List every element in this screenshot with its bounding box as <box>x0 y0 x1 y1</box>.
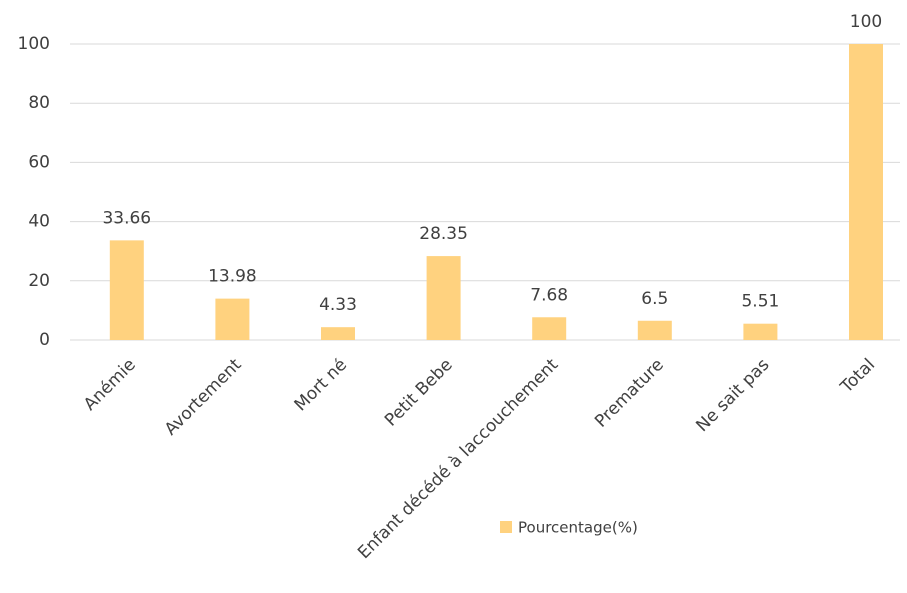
x-tick-label: Total <box>836 355 879 398</box>
data-label: 6.5 <box>641 289 668 309</box>
y-tick-label: 100 <box>18 34 50 54</box>
data-label: 5.51 <box>741 292 779 312</box>
bar <box>849 44 883 340</box>
y-tick-label: 0 <box>39 330 50 350</box>
bar <box>743 323 778 340</box>
x-tick-label: Petit Bebe <box>381 355 457 431</box>
y-tick-label: 20 <box>28 271 50 291</box>
data-label: 100 <box>850 12 882 32</box>
x-tick-label: Premature <box>591 355 668 432</box>
legend-label: Pourcentage(%) <box>518 519 638 537</box>
data-label: 7.68 <box>530 285 568 305</box>
y-tick-label: 60 <box>28 152 50 172</box>
bar <box>426 256 461 340</box>
x-tick-label: Avortement <box>161 355 246 440</box>
y-tick-label: 40 <box>28 212 50 232</box>
bar <box>637 320 672 340</box>
x-tick-label: Mort né <box>291 355 351 415</box>
x-tick-label: Ne sait pas <box>692 355 773 436</box>
data-label: 13.98 <box>208 267 257 287</box>
bar <box>109 240 144 340</box>
data-label: 28.35 <box>419 224 468 244</box>
bar <box>321 327 355 340</box>
data-label: 4.33 <box>319 295 357 315</box>
legend-swatch <box>500 521 512 533</box>
bar <box>532 317 567 340</box>
bar <box>215 298 250 340</box>
y-tick-label: 80 <box>28 93 50 113</box>
data-label: 33.66 <box>102 208 151 228</box>
x-tick-label: Anémie <box>80 355 140 415</box>
